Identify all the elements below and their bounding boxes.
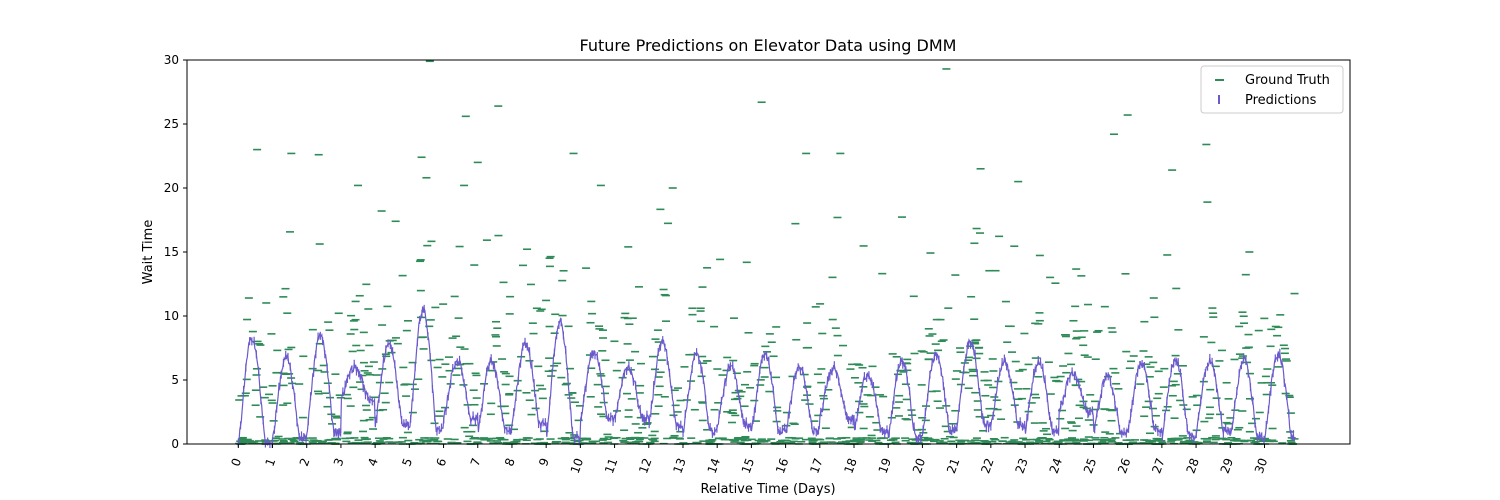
y-tick-label: 10 — [164, 309, 179, 323]
x-tick-label: 4 — [365, 456, 381, 468]
y-tick-label: 20 — [164, 181, 179, 195]
plot-area — [235, 60, 1299, 448]
y-axis-label: Wait Time — [141, 220, 156, 285]
x-tick-label: 9 — [536, 456, 552, 468]
legend-box — [1200, 65, 1344, 114]
x-tick-label: 2 — [297, 456, 313, 468]
x-tick-label: 13 — [670, 456, 688, 475]
x-tick-label: 7 — [468, 456, 484, 468]
x-tick-label: 30 — [1252, 456, 1270, 475]
y-tick-label: 5 — [171, 373, 179, 387]
x-tick-label: 23 — [1012, 456, 1030, 475]
x-axis: 0 1 2 3 4 5 6 7 8 9 10 11 12 13 14 15 16 17 18 19 20 21 22 23 24… — [228, 444, 1270, 475]
x-tick-label: 1 — [263, 456, 279, 468]
x-tick-label: 22 — [978, 456, 996, 475]
x-tick-label: 5 — [399, 456, 415, 468]
x-tick-label: 25 — [1081, 456, 1099, 475]
predictions-series — [237, 304, 1296, 448]
x-tick-label: 8 — [502, 456, 518, 468]
x-tick-label: 12 — [636, 456, 654, 475]
chart-title: Future Predictions on Elevator Data usin… — [580, 36, 957, 55]
x-tick-label: 15 — [739, 456, 757, 475]
y-tick-label: 30 — [164, 53, 179, 67]
x-tick-label: 21 — [944, 456, 962, 475]
x-tick-label: 3 — [331, 456, 347, 468]
x-tick-label: 29 — [1218, 456, 1236, 475]
x-tick-label: 27 — [1149, 456, 1167, 475]
x-tick-label: 20 — [910, 456, 928, 475]
x-tick-label: 19 — [876, 456, 894, 475]
ground-truth-series — [235, 60, 1299, 445]
x-tick-label: 24 — [1047, 456, 1065, 475]
x-tick-label: 28 — [1184, 456, 1202, 475]
y-tick-label: 25 — [164, 117, 179, 131]
x-tick-label: 26 — [1115, 456, 1133, 475]
x-tick-label: 16 — [773, 456, 791, 475]
y-tick-label: 15 — [164, 245, 179, 259]
x-tick-label: 14 — [705, 456, 723, 475]
x-tick-label: 11 — [602, 456, 620, 475]
x-axis-label: Relative Time (Days) — [700, 482, 835, 497]
legend: Ground Truth Predictions — [1200, 65, 1344, 114]
x-tick-label: 6 — [434, 456, 450, 468]
x-tick-label: 18 — [841, 456, 859, 475]
y-axis: 0 5 10 15 20 25 30 — [164, 53, 187, 451]
prediction-line — [237, 306, 1296, 446]
y-tick-label: 0 — [171, 437, 179, 451]
x-tick-label: 17 — [807, 456, 825, 475]
legend-label-predictions: Predictions — [1245, 93, 1317, 108]
x-tick-label: 10 — [568, 456, 586, 475]
legend-label-ground-truth: Ground Truth — [1245, 73, 1330, 88]
x-tick-label: 0 — [228, 456, 244, 468]
